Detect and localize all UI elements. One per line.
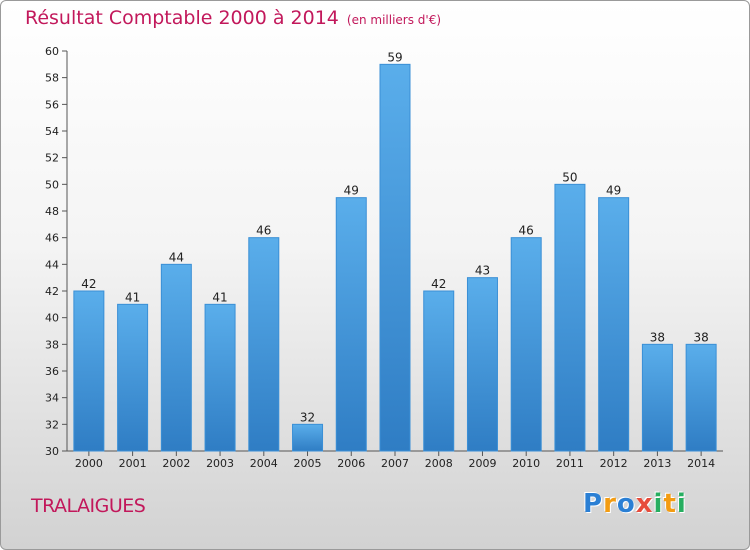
y-tick-label: 42 bbox=[45, 285, 59, 298]
y-tick-label: 44 bbox=[45, 258, 59, 271]
data-label-2001: 41 bbox=[125, 290, 140, 304]
y-tick-label: 48 bbox=[45, 205, 59, 218]
bar-2007 bbox=[379, 63, 411, 452]
bar-2011 bbox=[554, 183, 586, 452]
y-tick-label: 46 bbox=[45, 232, 59, 245]
logo-letter: P bbox=[583, 489, 604, 519]
logo-letter: x bbox=[635, 489, 654, 519]
data-label-2007: 59 bbox=[387, 50, 402, 64]
x-tick-label-2007: 2007 bbox=[381, 457, 409, 470]
x-tick-label-2006: 2006 bbox=[337, 457, 365, 470]
y-tick-label: 54 bbox=[45, 125, 59, 138]
x-tick-label-2008: 2008 bbox=[425, 457, 453, 470]
x-tick-label-2002: 2002 bbox=[162, 457, 190, 470]
logo-letter: r bbox=[603, 489, 617, 519]
x-tick-label-2013: 2013 bbox=[643, 457, 671, 470]
data-label-2003: 41 bbox=[212, 290, 227, 304]
bar-2001 bbox=[117, 303, 149, 452]
y-tick-label: 56 bbox=[45, 98, 59, 111]
x-tick-label-2001: 2001 bbox=[119, 457, 147, 470]
y-tick-label: 52 bbox=[45, 152, 59, 165]
bar-2012 bbox=[598, 197, 630, 452]
data-label-2005: 32 bbox=[300, 410, 315, 424]
y-tick-label: 40 bbox=[45, 312, 59, 325]
data-label-2014: 38 bbox=[693, 330, 708, 344]
y-tick-label: 36 bbox=[45, 365, 59, 378]
bar-2005 bbox=[292, 423, 324, 452]
bar-2004 bbox=[248, 237, 280, 452]
logo-letter: i bbox=[676, 489, 687, 519]
data-label-2013: 38 bbox=[650, 330, 665, 344]
bar-2008 bbox=[423, 290, 455, 452]
x-tick-label-2005: 2005 bbox=[294, 457, 322, 470]
data-label-2004: 46 bbox=[256, 224, 271, 238]
y-tick-label: 58 bbox=[45, 72, 59, 85]
data-label-2009: 43 bbox=[475, 264, 490, 278]
chart-title-text: Résultat Comptable 2000 à 2014 bbox=[25, 7, 339, 29]
place-name: TRALAIGUES bbox=[31, 495, 146, 517]
y-tick-label: 30 bbox=[45, 445, 59, 458]
data-label-2006: 49 bbox=[344, 184, 359, 198]
logo-letter: o bbox=[616, 489, 636, 519]
x-tick-label-2003: 2003 bbox=[206, 457, 234, 470]
bar-2006 bbox=[335, 197, 367, 452]
data-label-2002: 44 bbox=[169, 250, 184, 264]
bar-2010 bbox=[510, 237, 542, 452]
y-tick-label: 50 bbox=[45, 178, 59, 191]
proxiti-logo: Proxiti bbox=[583, 489, 687, 519]
y-tick-label: 60 bbox=[45, 45, 59, 58]
x-tick-label-2011: 2011 bbox=[556, 457, 584, 470]
logo-letter: t bbox=[663, 489, 677, 519]
x-tick-label-2004: 2004 bbox=[250, 457, 278, 470]
bar-2000 bbox=[73, 290, 105, 452]
bar-2003 bbox=[204, 303, 236, 452]
y-tick-label: 38 bbox=[45, 338, 59, 351]
x-tick-label-2014: 2014 bbox=[687, 457, 715, 470]
x-tick-label-2009: 2009 bbox=[468, 457, 496, 470]
data-label-2000: 42 bbox=[81, 277, 96, 291]
x-tick-label-2012: 2012 bbox=[600, 457, 628, 470]
bar-2009 bbox=[466, 277, 498, 452]
data-label-2008: 42 bbox=[431, 277, 446, 291]
bar-2013 bbox=[641, 343, 673, 452]
y-tick-label: 32 bbox=[45, 418, 59, 431]
bar-2014 bbox=[685, 343, 717, 452]
data-label-2012: 49 bbox=[606, 184, 621, 198]
data-label-2010: 46 bbox=[519, 224, 534, 238]
data-label-2011: 50 bbox=[562, 170, 577, 184]
x-tick-label-2010: 2010 bbox=[512, 457, 540, 470]
x-tick-label-2000: 2000 bbox=[75, 457, 103, 470]
chart-unit: (en milliers d'€) bbox=[346, 13, 442, 27]
logo-letter: i bbox=[653, 489, 664, 519]
y-tick-label: 34 bbox=[45, 392, 59, 405]
chart-title: Résultat Comptable 2000 à 2014 (en millie… bbox=[25, 7, 441, 29]
bar-2002 bbox=[160, 263, 192, 452]
